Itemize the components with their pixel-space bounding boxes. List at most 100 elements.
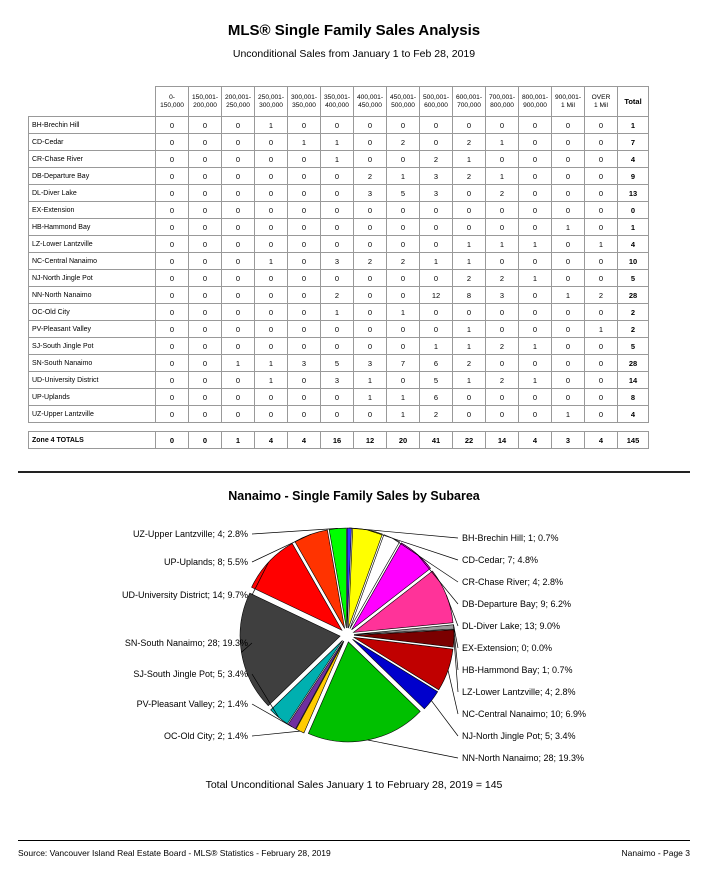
cell-value: 3 bbox=[320, 252, 354, 270]
pie-label-lz: LZ-Lower Lantzville; 4; 2.8% bbox=[462, 687, 576, 697]
column-header: Total bbox=[617, 86, 649, 117]
cell-value: 0 bbox=[320, 269, 354, 287]
cell-value: 0 bbox=[452, 405, 486, 423]
cell-value: 0 bbox=[584, 201, 618, 219]
cell-value: 0 bbox=[320, 388, 354, 406]
cell-value: 0 bbox=[221, 337, 255, 355]
cell-value: 0 bbox=[320, 235, 354, 253]
cell-value: 0 bbox=[386, 116, 420, 134]
cell-value: 0 bbox=[584, 116, 618, 134]
totals-value: 4 bbox=[518, 431, 552, 449]
table-row: OC-Old City 0 0 0 0 0 1 0 1 0 0 0 0 0 0 2 bbox=[28, 303, 649, 321]
row-total: 2 bbox=[617, 320, 649, 338]
pie-label-sj: SJ-South Jingle Pot; 5; 3.4% bbox=[133, 669, 248, 679]
cell-value: 1 bbox=[386, 388, 420, 406]
column-header: 700,001- 800,000 bbox=[485, 86, 519, 117]
cell-value: 0 bbox=[155, 218, 189, 236]
cell-value: 0 bbox=[584, 133, 618, 151]
cell-value: 0 bbox=[188, 184, 222, 202]
row-label: UZ-Upper Lantzville bbox=[28, 405, 156, 423]
cell-value: 0 bbox=[518, 167, 552, 185]
cell-value: 0 bbox=[155, 167, 189, 185]
cell-value: 0 bbox=[188, 286, 222, 304]
cell-value: 1 bbox=[518, 337, 552, 355]
cell-value: 0 bbox=[386, 150, 420, 168]
cell-value: 1 bbox=[452, 371, 486, 389]
spacer-cell bbox=[29, 423, 649, 432]
row-label: BH-Brechin Hill bbox=[28, 116, 156, 134]
table-row: UZ-Upper Lantzville 0 0 0 0 0 0 0 1 2 0 0 0 1 0 4 bbox=[28, 405, 649, 423]
cell-value: 0 bbox=[188, 150, 222, 168]
cell-value: 0 bbox=[155, 371, 189, 389]
cell-value: 0 bbox=[221, 150, 255, 168]
cell-value: 1 bbox=[353, 371, 387, 389]
pie-slice-nc bbox=[353, 637, 454, 691]
pie-leader-line-nj bbox=[431, 700, 459, 737]
table-row: NN-North Nanaimo 0 0 0 0 0 2 0 0 12 8 3 0 1 2 28 bbox=[28, 286, 649, 304]
cell-value: 2 bbox=[452, 354, 486, 372]
cell-value: 0 bbox=[551, 252, 585, 270]
pie-slice-uz bbox=[328, 527, 347, 629]
row-total: 4 bbox=[617, 235, 649, 253]
cell-value: 0 bbox=[155, 252, 189, 270]
pie-label-nj: NJ-North Jingle Pot; 5; 3.4% bbox=[462, 731, 576, 741]
column-header-line1: 300,001- bbox=[290, 93, 318, 101]
cell-value: 2 bbox=[485, 269, 519, 287]
cell-value: 0 bbox=[419, 201, 453, 219]
cell-value: 0 bbox=[584, 354, 618, 372]
pie-label-db: DB-Departure Bay; 9; 6.2% bbox=[462, 599, 572, 609]
cell-value: 0 bbox=[221, 286, 255, 304]
column-header-line2: 700,000 bbox=[457, 101, 481, 109]
cell-value: 0 bbox=[221, 252, 255, 270]
cell-value: 0 bbox=[320, 320, 354, 338]
totals-value: 1 bbox=[221, 431, 255, 449]
cell-value: 0 bbox=[584, 337, 618, 355]
row-total: 4 bbox=[617, 150, 649, 168]
row-label: CD-Cedar bbox=[28, 133, 156, 151]
cell-value: 0 bbox=[221, 388, 255, 406]
row-label: UP-Uplands bbox=[28, 388, 156, 406]
cell-value: 0 bbox=[221, 320, 255, 338]
column-header-line1: 200,001- bbox=[224, 93, 252, 101]
cell-value: 0 bbox=[551, 371, 585, 389]
pie-leader-line-nn bbox=[367, 739, 459, 759]
cell-value: 0 bbox=[221, 303, 255, 321]
cell-value: 0 bbox=[584, 303, 618, 321]
cell-value: 0 bbox=[254, 218, 288, 236]
table-row: HB-Hammond Bay 0 0 0 0 0 0 0 0 0 0 0 0 1 0 1 bbox=[28, 218, 649, 236]
cell-value: 0 bbox=[419, 303, 453, 321]
cell-value: 2 bbox=[386, 133, 420, 151]
row-label: NN-North Nanaimo bbox=[28, 286, 156, 304]
table-row: CR-Chase River 0 0 0 0 0 1 0 0 2 1 0 0 0 0 4 bbox=[28, 150, 649, 168]
row-total: 14 bbox=[617, 371, 649, 389]
cell-value: 0 bbox=[287, 235, 321, 253]
cell-value: 0 bbox=[452, 388, 486, 406]
cell-value: 1 bbox=[452, 150, 486, 168]
column-header-line1: 600,001- bbox=[455, 93, 483, 101]
cell-value: 0 bbox=[188, 167, 222, 185]
column-header-line1: 250,001- bbox=[257, 93, 285, 101]
cell-value: 0 bbox=[320, 337, 354, 355]
column-header-line1: OVER bbox=[591, 93, 611, 101]
cell-value: 0 bbox=[485, 150, 519, 168]
cell-value: 2 bbox=[386, 252, 420, 270]
column-header-line2: 150,000 bbox=[160, 101, 184, 109]
cell-value: 0 bbox=[155, 184, 189, 202]
cell-value: 0 bbox=[551, 269, 585, 287]
cell-value: 0 bbox=[254, 167, 288, 185]
totals-label: Zone 4 TOTALS bbox=[28, 431, 156, 449]
cell-value: 0 bbox=[353, 286, 387, 304]
table-row: SJ-South Jingle Pot 0 0 0 0 0 0 0 0 1 1 2 1 0 0 5 bbox=[28, 337, 649, 355]
table-totals-row: Zone 4 TOTALS 0 0 1 4 4 16 12 20 41 22 14 4 3 4 145 bbox=[28, 431, 649, 449]
column-header: 150,001- 200,000 bbox=[188, 86, 222, 117]
cell-value: 0 bbox=[188, 303, 222, 321]
cell-value: 0 bbox=[485, 116, 519, 134]
pie-slice-nn bbox=[307, 641, 421, 743]
cell-value: 5 bbox=[419, 371, 453, 389]
cell-value: 1 bbox=[254, 116, 288, 134]
column-header: 500,001- 600,000 bbox=[419, 86, 453, 117]
cell-value: 0 bbox=[353, 218, 387, 236]
cell-value: 3 bbox=[320, 371, 354, 389]
cell-value: 0 bbox=[452, 303, 486, 321]
cell-value: 3 bbox=[419, 167, 453, 185]
